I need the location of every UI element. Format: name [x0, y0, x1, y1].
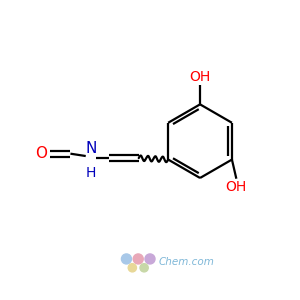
Text: H: H [86, 166, 96, 180]
Text: Chem.com: Chem.com [159, 257, 215, 267]
Circle shape [140, 264, 148, 272]
Circle shape [122, 254, 131, 264]
Text: OH: OH [226, 180, 247, 194]
Circle shape [133, 254, 143, 264]
Text: OH: OH [189, 70, 211, 84]
Text: O: O [35, 146, 47, 161]
Circle shape [128, 264, 136, 272]
Circle shape [145, 254, 155, 264]
Text: N: N [85, 141, 97, 156]
